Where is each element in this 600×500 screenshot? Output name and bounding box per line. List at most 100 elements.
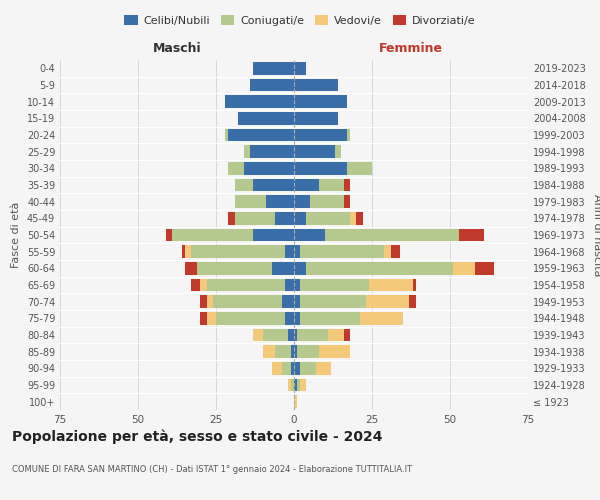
Bar — [409, 296, 416, 308]
Bar — [229, 212, 235, 224]
Bar — [294, 279, 300, 291]
Bar — [347, 162, 372, 174]
Bar — [294, 196, 310, 208]
Bar — [294, 229, 325, 241]
Bar — [272, 262, 294, 274]
Bar — [294, 262, 307, 274]
Bar — [391, 246, 400, 258]
Bar — [294, 329, 297, 341]
Bar — [197, 262, 272, 274]
Bar — [294, 179, 319, 192]
Bar — [291, 362, 294, 374]
Bar — [244, 162, 294, 174]
Bar — [294, 112, 338, 124]
Bar — [350, 212, 356, 224]
Bar — [284, 312, 294, 324]
Bar — [294, 79, 338, 92]
Bar — [300, 312, 359, 324]
Bar — [328, 329, 344, 341]
Bar — [288, 329, 294, 341]
Bar — [253, 179, 294, 192]
Bar — [284, 246, 294, 258]
Bar — [226, 96, 294, 108]
Bar — [291, 379, 294, 391]
Bar — [206, 279, 284, 291]
Y-axis label: Fasce di età: Fasce di età — [11, 202, 21, 268]
Bar — [475, 262, 494, 274]
Bar — [300, 379, 307, 391]
Bar — [310, 196, 344, 208]
Bar — [294, 296, 300, 308]
Bar — [359, 312, 403, 324]
Bar — [288, 379, 291, 391]
Bar — [238, 112, 294, 124]
Bar — [366, 296, 409, 308]
Bar — [253, 329, 263, 341]
Bar — [275, 346, 291, 358]
Bar — [244, 146, 250, 158]
Text: Maschi: Maschi — [152, 42, 202, 55]
Y-axis label: Anni di nascita: Anni di nascita — [592, 194, 600, 276]
Text: Popolazione per età, sesso e stato civile - 2024: Popolazione per età, sesso e stato civil… — [12, 430, 383, 444]
Bar — [300, 296, 366, 308]
Bar — [200, 279, 206, 291]
Bar — [294, 362, 300, 374]
Bar — [182, 246, 185, 258]
Bar — [213, 296, 281, 308]
Bar — [369, 279, 413, 291]
Bar — [335, 146, 341, 158]
Bar — [263, 346, 275, 358]
Bar — [413, 279, 416, 291]
Bar — [344, 179, 350, 192]
Bar — [344, 329, 350, 341]
Bar — [235, 196, 266, 208]
Text: Femmine: Femmine — [379, 42, 443, 55]
Bar — [272, 362, 281, 374]
Bar — [294, 312, 300, 324]
Bar — [294, 379, 297, 391]
Legend: Celibi/Nubili, Coniugati/e, Vedovi/e, Divorziati/e: Celibi/Nubili, Coniugati/e, Vedovi/e, Di… — [120, 10, 480, 30]
Bar — [294, 129, 347, 141]
Bar — [185, 262, 197, 274]
Bar — [294, 62, 307, 74]
Bar — [206, 296, 213, 308]
Bar — [235, 212, 275, 224]
Bar — [300, 279, 369, 291]
Bar — [297, 379, 300, 391]
Bar — [300, 246, 385, 258]
Bar — [200, 312, 206, 324]
Bar — [460, 229, 484, 241]
Bar — [319, 179, 344, 192]
Bar — [281, 362, 291, 374]
Bar — [226, 129, 229, 141]
Bar — [284, 279, 294, 291]
Bar — [250, 146, 294, 158]
Bar — [266, 196, 294, 208]
Bar — [166, 229, 172, 241]
Bar — [253, 62, 294, 74]
Bar — [356, 212, 362, 224]
Bar — [250, 79, 294, 92]
Bar — [294, 346, 297, 358]
Bar — [300, 362, 316, 374]
Bar — [325, 229, 460, 241]
Bar — [385, 246, 391, 258]
Bar — [253, 229, 294, 241]
Bar — [294, 246, 300, 258]
Bar — [263, 329, 288, 341]
Bar — [206, 312, 216, 324]
Bar — [281, 296, 294, 308]
Bar — [297, 329, 328, 341]
Bar — [191, 246, 284, 258]
Bar — [319, 346, 350, 358]
Bar — [172, 229, 253, 241]
Bar — [294, 162, 347, 174]
Bar — [297, 346, 319, 358]
Bar — [185, 246, 191, 258]
Bar — [344, 196, 350, 208]
Bar — [235, 179, 253, 192]
Bar — [294, 96, 347, 108]
Bar — [347, 129, 350, 141]
Bar — [291, 346, 294, 358]
Bar — [191, 279, 200, 291]
